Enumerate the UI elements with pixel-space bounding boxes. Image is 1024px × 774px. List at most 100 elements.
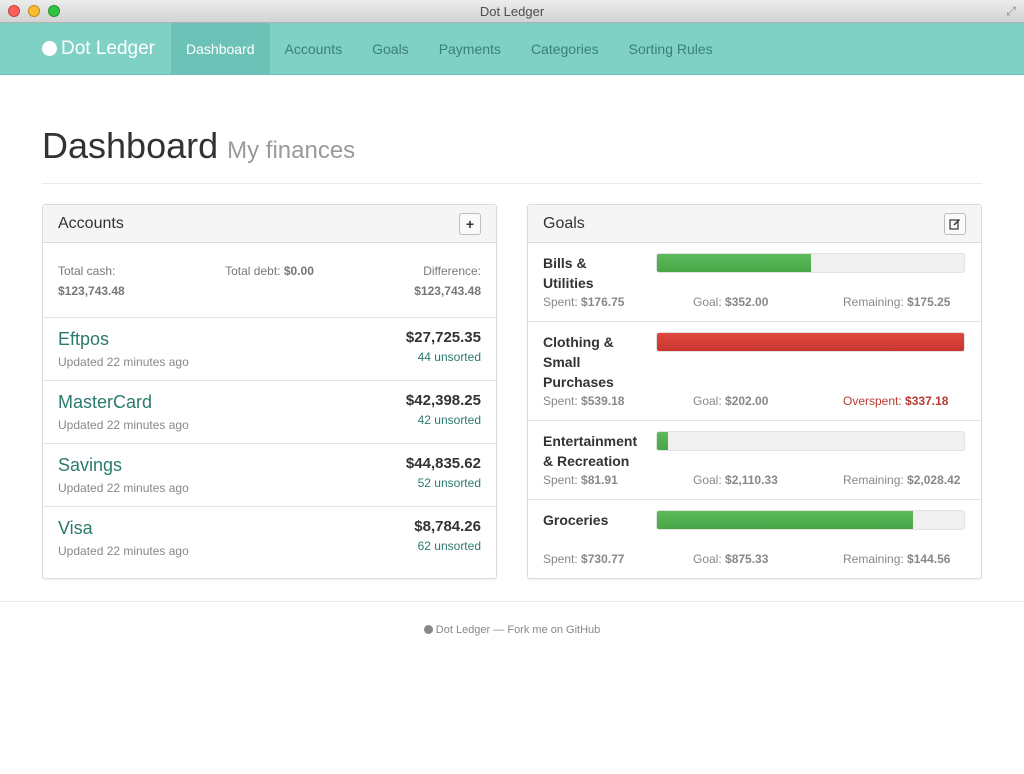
brand-dot-icon	[42, 41, 57, 56]
total-cash-value: $123,743.48	[58, 284, 125, 298]
goal-value: $352.00	[725, 295, 769, 309]
goal-name-line: Utilities	[543, 275, 594, 291]
account-unsorted-link[interactable]: 52 unsorted	[417, 476, 481, 490]
goal-progress-fill	[657, 254, 811, 272]
nav-item-payments[interactable]: Payments	[438, 40, 501, 57]
nav-item-goals[interactable]: Goals	[372, 40, 409, 57]
goal-progress-fill	[657, 333, 964, 351]
goal-stats: Spent: $81.91 Goal: $2,110.33 Remaining:…	[543, 473, 966, 487]
page-title: Dashboard	[42, 125, 219, 166]
spent-label: Spent:	[543, 394, 578, 408]
remaining-label: Remaining:	[843, 295, 904, 309]
page-header: Dashboard My finances	[42, 125, 982, 184]
zoom-window-button[interactable]	[48, 5, 60, 17]
total-debt-value: $0.00	[283, 264, 314, 278]
brand-dot-icon	[423, 625, 433, 634]
spent-label: Spent:	[543, 473, 578, 487]
goal-stats: Spent: $539.18 Goal: $202.00 Overspent: …	[543, 394, 966, 408]
close-window-button[interactable]	[8, 5, 20, 17]
total-debt: Total debt: $0.00	[225, 261, 314, 301]
goal-name: Entertainment & Recreation	[543, 431, 656, 471]
goal-name-line: Groceries	[543, 512, 609, 528]
nav-item-accounts[interactable]: Accounts	[284, 40, 343, 57]
goal-name: Bills & Utilities	[543, 253, 656, 293]
account-balance: $42,398.25	[405, 392, 481, 409]
footer: Dot Ledger — Fork me on GitHub	[0, 601, 1024, 636]
account-balance: $27,725.35	[405, 329, 481, 346]
spent-value: $176.75	[581, 295, 625, 309]
remaining-label: Remaining:	[843, 473, 904, 487]
account-name-link[interactable]: MasterCard	[58, 392, 153, 412]
accounts-panel-title: Accounts	[58, 214, 124, 232]
goal-value: $2,110.33	[725, 473, 778, 487]
goal-progress-bar	[656, 253, 965, 273]
goal-name-line: Small	[543, 354, 581, 370]
dashboard-panels: Accounts + Total cash: $123,743.48 Total…	[42, 204, 982, 579]
accounts-panel: Accounts + Total cash: $123,743.48 Total…	[42, 204, 497, 579]
account-unsorted-link[interactable]: 62 unsorted	[417, 539, 481, 553]
goal-progress-fill	[657, 511, 914, 529]
edit-goals-button[interactable]	[944, 212, 966, 235]
remaining-label: Remaining:	[843, 552, 904, 566]
plus-icon: +	[465, 215, 475, 232]
account-row: Savings Updated 22 minutes ago $44,835.6…	[43, 444, 496, 507]
difference-value: $123,743.48	[414, 284, 481, 298]
spent-label: Spent:	[543, 552, 578, 566]
account-name-link[interactable]: Savings	[58, 455, 123, 475]
nav-item-categories[interactable]: Categories	[530, 40, 599, 57]
goal-row: Groceries Spent: $730.77 Goal: $875.33 R…	[528, 500, 981, 578]
goals-panel-heading: Goals	[528, 205, 981, 243]
account-row: Eftpos Updated 22 minutes ago $27,725.35…	[43, 318, 496, 381]
spent-value: $730.77	[581, 552, 625, 566]
account-updated: Updated 22 minutes ago	[58, 418, 189, 432]
goals-panel-title: Goals	[543, 214, 585, 232]
goal-progress-bar	[656, 431, 965, 451]
github-link[interactable]: Fork me on GitHub	[507, 624, 601, 636]
goal-progress-fill	[657, 432, 668, 450]
goal-name-line: & Recreation	[543, 453, 630, 469]
account-unsorted-link[interactable]: 42 unsorted	[417, 413, 481, 427]
overspent-value: $337.18	[905, 394, 949, 408]
navbar: Dot Ledger Dashboard Accounts Goals Paym…	[0, 23, 1024, 75]
account-balance: $8,784.26	[414, 518, 481, 535]
account-unsorted-link[interactable]: 44 unsorted	[417, 350, 481, 364]
add-account-button[interactable]: +	[459, 212, 481, 235]
account-updated: Updated 22 minutes ago	[58, 544, 189, 558]
remaining-value: $175.25	[907, 295, 951, 309]
goal-label: Goal:	[693, 394, 722, 408]
remaining-value: $144.56	[907, 552, 951, 566]
goal-label: Goal:	[693, 552, 722, 566]
goal-name-line: Entertainment	[543, 433, 638, 449]
goal-name: Clothing & Small Purchases	[543, 332, 656, 392]
minimize-window-button[interactable]	[28, 5, 40, 17]
footer-brand-link[interactable]: Dot Ledger	[435, 624, 491, 636]
goal-name: Groceries	[543, 510, 656, 550]
footer-separator: —	[493, 624, 505, 636]
goal-name-line: Clothing &	[543, 334, 614, 350]
account-row: Visa Updated 22 minutes ago $8,784.26 62…	[43, 507, 496, 570]
goal-progress-bar	[656, 510, 965, 530]
goal-value: $875.33	[725, 552, 769, 566]
account-name-link[interactable]: Visa	[58, 518, 93, 538]
accounts-summary: Total cash: $123,743.48 Total debt: $0.0…	[43, 243, 496, 318]
account-balance: $44,835.62	[405, 455, 481, 472]
total-cash: Total cash: $123,743.48	[58, 261, 125, 301]
spent-label: Spent:	[543, 295, 578, 309]
accounts-panel-heading: Accounts +	[43, 205, 496, 243]
goal-label: Goal:	[693, 473, 722, 487]
total-cash-label: Total cash:	[58, 264, 116, 278]
total-debt-label: Total debt:	[225, 264, 281, 278]
brand-link[interactable]: Dot Ledger	[0, 23, 171, 74]
goal-stats: Spent: $730.77 Goal: $875.33 Remaining: …	[543, 552, 966, 566]
account-name-link[interactable]: Eftpos	[58, 329, 110, 349]
goals-panel: Goals Bills & Utilities Spent: $176.75	[527, 204, 982, 579]
window-titlebar: Dot Ledger ⤢	[0, 0, 1024, 23]
window-controls	[8, 5, 60, 17]
goal-row: Clothing & Small Purchases Spent: $539.1…	[528, 322, 981, 421]
fullscreen-icon[interactable]: ⤢	[1006, 4, 1016, 18]
goal-value: $202.00	[725, 394, 769, 408]
nav-item-dashboard[interactable]: Dashboard	[171, 23, 270, 74]
overspent-label: Overspent:	[843, 394, 902, 408]
window-title: Dot Ledger	[479, 4, 545, 19]
nav-item-sorting-rules[interactable]: Sorting Rules	[628, 40, 713, 57]
